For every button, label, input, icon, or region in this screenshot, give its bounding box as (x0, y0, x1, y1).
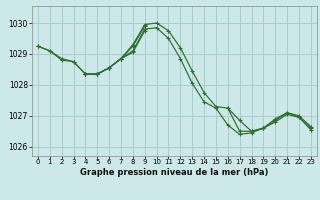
X-axis label: Graphe pression niveau de la mer (hPa): Graphe pression niveau de la mer (hPa) (80, 168, 268, 177)
